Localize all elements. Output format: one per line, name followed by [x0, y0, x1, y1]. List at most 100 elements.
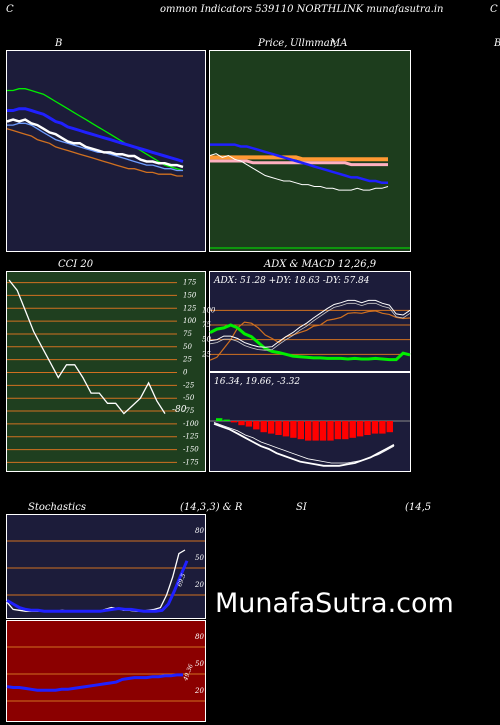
macd-histogram-bar — [297, 421, 304, 440]
cci-tick-label: -75 — [183, 407, 195, 415]
rsi-line — [6, 673, 183, 692]
adx-plus-dy-line — [209, 323, 411, 362]
macd-histogram-bar — [364, 421, 371, 435]
macd-histogram-bar — [260, 421, 267, 433]
cci-line — [8, 279, 166, 415]
cci-last-value: -80 — [172, 405, 187, 415]
macd-line — [213, 422, 395, 467]
adx-tick-label: 100 — [202, 306, 216, 314]
cci-tick-label: 125 — [183, 304, 197, 312]
adx-panel: 100 75 50 25 ADX: 51.28 +DY: 18.63 -DY: 57.… — [201, 271, 411, 372]
price-panel — [209, 50, 411, 252]
adx-chart: 100 75 50 25 — [201, 299, 411, 362]
adx-line-shadow — [209, 302, 411, 351]
rsi-panel: 80 50 20 49.36 — [6, 620, 206, 722]
stochastics-panel: 80 50 20 69.5 — [6, 514, 206, 619]
price-orange-band-line — [210, 155, 388, 162]
rsi-tick-label: 80 — [195, 633, 204, 641]
rsi-value-label: 49.36 — [182, 663, 195, 683]
bb-price-line — [6, 118, 184, 169]
stoch-tick-label: 20 — [194, 581, 204, 589]
price-title-c: MA — [330, 38, 348, 49]
macd-histogram-bar — [223, 419, 230, 421]
cci-tick-label: 25 — [182, 356, 192, 364]
bollinger-panel — [6, 50, 206, 252]
macd-histogram-bar — [275, 421, 282, 435]
watermark: MunafaSutra.com — [215, 588, 454, 619]
macd-histogram-bar — [334, 421, 342, 440]
price-title-a: Price, — [258, 38, 288, 49]
macd-histogram-bar — [379, 421, 386, 434]
cci-tick-label: 50 — [183, 343, 192, 351]
adx-tick-label: 50 — [202, 336, 211, 344]
header-left-char: C — [6, 4, 14, 15]
adx-tick-label: 75 — [202, 321, 211, 329]
stoch-k-line — [6, 549, 186, 612]
adx-macd-title: ADX & MACD 12,26,9 — [264, 259, 377, 270]
cci-title: CCI 20 — [58, 259, 94, 270]
macd-histogram-bar — [312, 421, 319, 441]
stoch-tick-label: 80 — [195, 527, 204, 535]
macd-histogram-bar — [267, 421, 275, 434]
cci-chart: 175 150 125 100 75 50 25 0 -25 -50 -75 -100 -125 -150… — [7, 279, 199, 466]
bollinger-title: B — [55, 38, 63, 49]
macd-histogram-bar — [386, 421, 393, 433]
cci-tick-label: -50 — [183, 394, 195, 402]
stoch-title-a: Stochastics — [28, 502, 86, 513]
macd-histogram-bar — [356, 421, 364, 437]
price-blue-ma-line — [210, 143, 388, 185]
rsi-chart: 80 50 20 49.36 — [6, 633, 205, 702]
macd-panel: 16.34, 19.66, -3.32 — [209, 372, 411, 472]
stoch-title-c: SI — [296, 502, 307, 513]
stoch-value-label: 69.5 — [176, 573, 187, 588]
stoch-d-line — [6, 560, 189, 613]
macd-histogram-bar — [282, 421, 290, 437]
cci-tick-label: -100 — [183, 420, 199, 428]
macd-histogram-bar — [342, 421, 349, 440]
macd-chart — [210, 418, 410, 467]
macd-histogram-bar — [319, 421, 327, 441]
adx-minus-dy-line — [209, 310, 411, 361]
cci-tick-label: 100 — [183, 317, 197, 325]
bb-upper-band-line — [7, 88, 184, 172]
macd-histogram-bar — [216, 418, 223, 421]
cci-tick-label: -25 — [183, 381, 195, 389]
price-chart — [209, 143, 410, 249]
macd-histogram-bar — [305, 421, 312, 441]
price-title-b: Ullmmar, — [290, 38, 337, 49]
stoch-tick-label: 50 — [195, 554, 204, 562]
macd-histogram-bar — [230, 421, 238, 423]
bollinger-chart — [6, 88, 184, 177]
stoch-title-d: (14,5 — [405, 502, 432, 513]
macd-histogram-bar — [253, 421, 260, 430]
rsi-tick-label: 50 — [195, 660, 204, 668]
stochastics-chart: 80 50 20 69.5 — [6, 527, 205, 613]
macd-readout: 16.34, 19.66, -3.32 — [214, 377, 301, 387]
macd-histogram-bar — [290, 421, 297, 438]
adx-tick-label: 25 — [201, 350, 211, 358]
adx-readout: ADX: 51.28 +DY: 18.63 -DY: 57.84 — [214, 276, 370, 286]
price-title-right: B — [494, 38, 500, 49]
macd-histogram-bar — [349, 421, 356, 438]
stoch-title-b: (14,3,3) & R — [180, 502, 243, 513]
bb-middle-band-line — [7, 107, 184, 163]
macd-histogram-bar — [327, 421, 334, 441]
cci-tick-label: 150 — [183, 291, 197, 299]
bb-lower-band-line — [7, 122, 183, 172]
cci-tick-label: 175 — [183, 279, 197, 287]
cci-panel: 175 150 125 100 75 50 25 0 -25 -50 -75 -100 -125 -150… — [6, 271, 206, 472]
macd-histogram-bar — [245, 421, 253, 427]
price-price-line — [209, 153, 389, 191]
cci-tick-label: -125 — [183, 433, 199, 441]
adx-line — [209, 299, 411, 348]
macd-histogram-bar — [238, 421, 245, 426]
page-title: ommon Indicators 539110 NORTHLINK munafa… — [160, 4, 444, 15]
rsi-tick-label: 20 — [194, 687, 204, 695]
cci-tick-label: 0 — [183, 369, 188, 377]
cci-tick-label: -150 — [183, 446, 199, 454]
cci-tick-label: -175 — [183, 458, 199, 466]
bb-ma-line — [6, 128, 183, 177]
header-right-char: C — [490, 4, 498, 15]
cci-tick-label: 75 — [183, 330, 192, 338]
macd-histogram-bar — [371, 421, 379, 434]
